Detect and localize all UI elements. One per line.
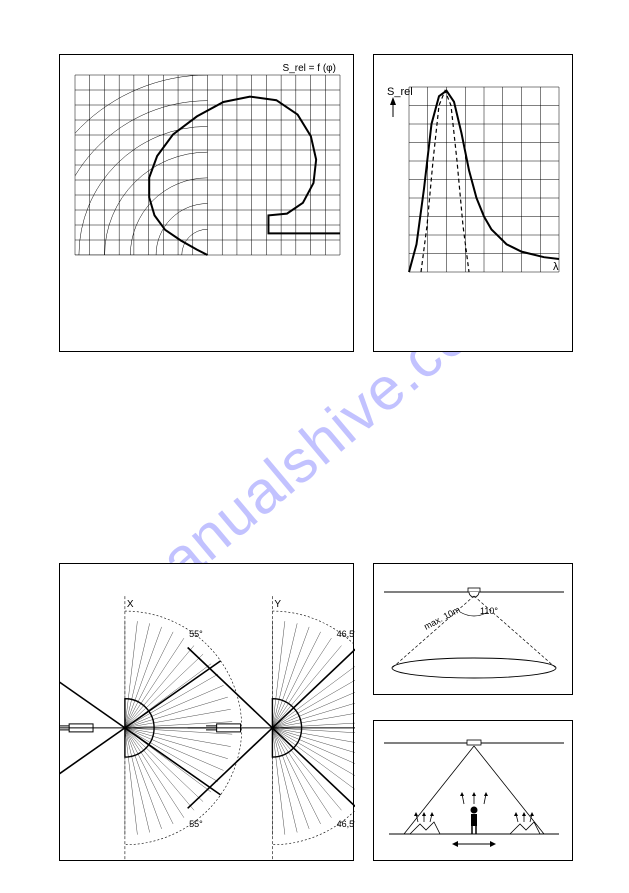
range-label: max. 10m <box>422 604 462 631</box>
y-axis-label: S_rel <box>387 86 413 98</box>
detection-cone-panel: 110° max. 10m <box>373 563 573 695</box>
angle-label-top: 46,5° <box>337 629 355 639</box>
polar-formula-label: S_rel = f (φ) <box>283 63 336 74</box>
lens-coverage-panel: X 55° 55° Y 46,5° 46,5° <box>59 563 354 861</box>
angle-label-bottom: 55° <box>189 819 203 829</box>
axis-label: X <box>127 599 134 610</box>
cone-angle-label: 110° <box>480 606 498 616</box>
x-axis-label: λ <box>553 261 559 273</box>
detection-person-panel <box>373 720 573 861</box>
axis-label: Y <box>274 599 281 610</box>
angle-label-bottom: 46,5° <box>337 819 355 829</box>
spectral-response-panel: S_rel λ <box>373 54 573 352</box>
angle-label-top: 55° <box>189 629 203 639</box>
polar-sensitivity-panel: S_rel = f (φ) <box>59 54 354 352</box>
